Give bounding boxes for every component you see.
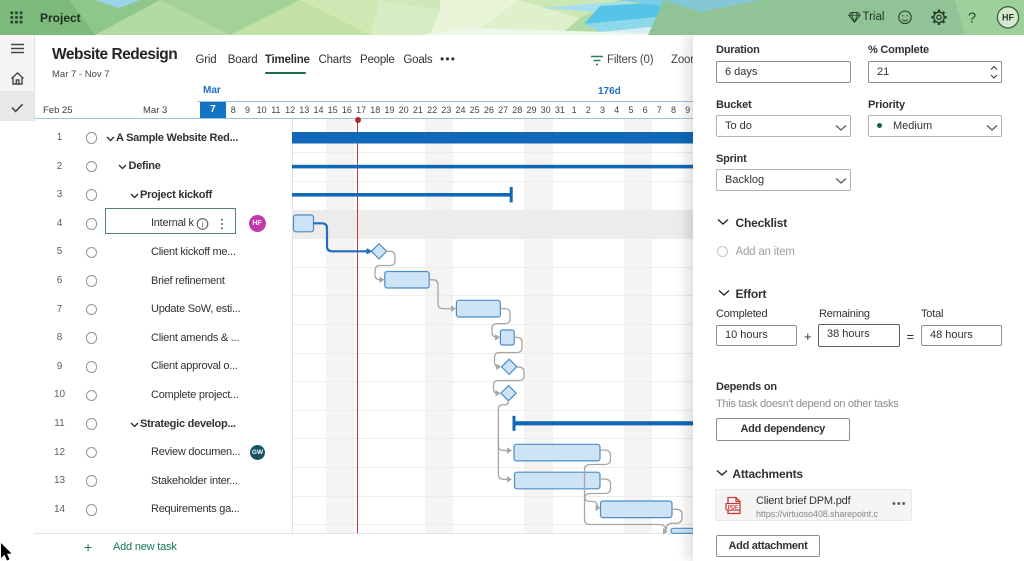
svg-text:i: i — [202, 219, 204, 229]
svg-text:HF: HF — [1002, 13, 1014, 23]
svg-text:?: ? — [968, 11, 976, 27]
